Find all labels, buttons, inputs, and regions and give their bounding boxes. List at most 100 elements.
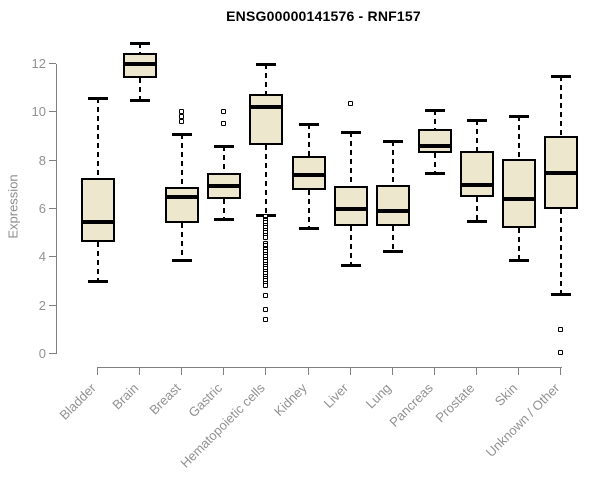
y-tick [49, 256, 56, 258]
y-tick-label: 6 [38, 200, 46, 216]
box-kidney [291, 155, 326, 190]
whisker-cap-upper-breast [172, 133, 193, 137]
outlier-point-hematopoietic-cells [263, 292, 269, 298]
box-hematopoietic-cells [249, 94, 284, 145]
whisker-cap-lower-bladder [88, 280, 108, 284]
median-line-hematopoietic-cells [249, 105, 284, 110]
whisker-cap-upper-hematopoietic-cells [256, 62, 277, 66]
x-tick [181, 368, 183, 375]
whisker-upper-pancreas [433, 109, 436, 130]
y-tick [49, 159, 56, 161]
y-tick-label: 12 [31, 55, 46, 71]
whisker-upper-prostate [475, 119, 478, 151]
whisker-upper-brain [139, 43, 142, 54]
y-tick [49, 304, 56, 306]
outlier-point-hematopoietic-cells [263, 317, 269, 323]
whisker-cap-lower-skin [509, 258, 529, 262]
whisker-cap-lower-breast [172, 258, 193, 262]
x-tick [97, 368, 98, 375]
y-tick-label: 2 [38, 297, 46, 313]
whisker-cap-lower-prostate [466, 220, 487, 224]
median-line-skin [502, 197, 536, 202]
outlier-point-breast [179, 118, 185, 124]
whisker-lower-hematopoietic-cells [265, 144, 268, 215]
whisker-cap-upper-liver [340, 130, 361, 134]
y-tick [49, 207, 56, 209]
median-line-lung [375, 209, 410, 214]
whisker-cap-upper-unknown-other [551, 75, 572, 79]
y-axis-line [56, 63, 57, 354]
whisker-upper-bladder [97, 97, 99, 178]
median-line-bladder [81, 220, 115, 225]
whisker-cap-lower-pancreas [424, 171, 445, 175]
x-tick [349, 368, 351, 375]
box-skin [502, 159, 536, 229]
x-tick [560, 368, 562, 375]
outlier-point-breast [179, 109, 185, 115]
whisker-lower-kidney [307, 189, 310, 229]
y-tick [49, 62, 56, 64]
y-tick [49, 353, 56, 354]
box-lung [375, 184, 410, 226]
median-line-kidney [291, 173, 326, 178]
median-line-brain [123, 61, 158, 66]
box-breast [165, 187, 200, 224]
median-line-gastric [207, 184, 242, 189]
x-tick [265, 368, 267, 375]
chart-title: ENSG00000141576 - RNF157 [226, 8, 421, 24]
y-tick-label: 10 [31, 104, 46, 120]
x-axis-label-breast: Breast [145, 380, 184, 418]
whisker-upper-skin [518, 115, 520, 160]
x-axis-label-unknown-other: Unknown / Other [482, 380, 563, 460]
whisker-lower-skin [518, 228, 520, 260]
outlier-point-breast [179, 114, 185, 120]
x-tick [223, 368, 225, 375]
whisker-lower-breast [181, 223, 184, 260]
whisker-lower-brain [139, 78, 142, 101]
whisker-lower-prostate [475, 196, 478, 222]
x-axis-line [97, 367, 563, 368]
whisker-upper-kidney [307, 124, 310, 156]
outlier-point-unknown-other [558, 349, 564, 355]
x-axis-label-liver: Liver [321, 380, 352, 411]
outlier-point-hematopoietic-cells [263, 307, 269, 313]
whisker-lower-unknown-other [560, 208, 563, 294]
whisker-cap-lower-gastric [214, 217, 235, 221]
whisker-upper-unknown-other [560, 76, 563, 137]
whisker-lower-gastric [223, 199, 226, 219]
x-axis-label-skin: Skin [491, 380, 520, 409]
whisker-cap-upper-prostate [466, 118, 487, 122]
x-axis-label-prostate: Prostate [433, 380, 478, 426]
whisker-cap-upper-bladder [88, 96, 108, 100]
x-axis-label-kidney: Kidney [270, 380, 310, 420]
whisker-cap-upper-lung [382, 140, 403, 144]
x-axis-label-bladder: Bladder [56, 380, 99, 423]
whisker-cap-lower-lung [382, 250, 403, 254]
whisker-lower-liver [349, 225, 352, 265]
median-line-pancreas [417, 144, 452, 149]
whisker-upper-hematopoietic-cells [265, 63, 268, 95]
outlier-point-liver [347, 100, 353, 106]
box-prostate [459, 150, 494, 197]
outlier-point-hematopoietic-cells [263, 234, 269, 240]
x-axis-label-brain: Brain [108, 380, 142, 413]
whisker-cap-upper-brain [130, 42, 151, 46]
median-line-unknown-other [544, 170, 579, 175]
x-axis-label-lung: Lung [362, 380, 394, 412]
whisker-cap-lower-brain [130, 99, 151, 103]
whisker-upper-breast [181, 134, 184, 188]
x-tick [518, 368, 519, 375]
outlier-point-unknown-other [558, 326, 564, 332]
x-axis-label-gastric: Gastric [185, 380, 226, 421]
y-tick-label: 4 [38, 249, 46, 265]
whisker-upper-liver [349, 131, 352, 186]
whisker-upper-gastric [223, 146, 226, 173]
whisker-cap-upper-skin [509, 114, 529, 118]
y-tick-label: 0 [38, 346, 46, 361]
whisker-lower-lung [391, 225, 394, 252]
whisker-lower-pancreas [433, 153, 436, 173]
outlier-point-hematopoietic-cells [263, 283, 269, 289]
outlier-point-gastric [221, 121, 227, 127]
whisker-lower-bladder [97, 241, 99, 282]
outlier-point-gastric [221, 109, 227, 115]
